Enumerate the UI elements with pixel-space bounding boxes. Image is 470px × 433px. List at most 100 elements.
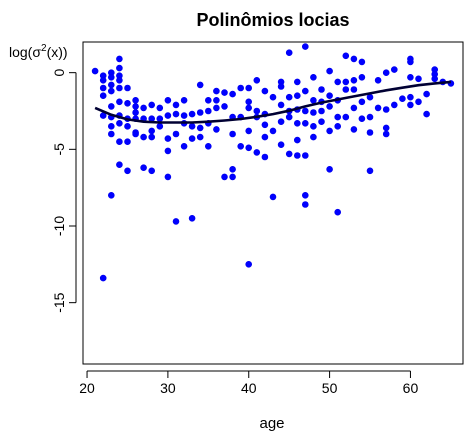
data-point	[108, 123, 115, 130]
data-point	[301, 192, 309, 199]
data-point	[423, 90, 430, 98]
data-point	[390, 66, 398, 73]
data-point	[99, 274, 107, 282]
data-point	[132, 103, 139, 110]
data-point	[318, 86, 325, 93]
data-point	[205, 97, 212, 104]
x-axis-label: age	[259, 415, 284, 432]
data-point	[172, 110, 180, 118]
data-point	[237, 84, 244, 92]
data-point	[116, 120, 123, 127]
data-point	[245, 260, 252, 268]
data-point	[253, 77, 261, 84]
data-point	[237, 143, 244, 150]
local-polynomial-fit-line	[94, 80, 452, 124]
data-point	[277, 83, 285, 90]
data-point	[342, 52, 350, 60]
data-point	[374, 77, 382, 84]
data-point	[148, 101, 155, 109]
data-point	[116, 138, 123, 145]
y-tick-label: -10	[51, 216, 67, 236]
y-label-superscript: 2	[41, 43, 47, 54]
data-point	[285, 93, 293, 101]
data-point	[132, 97, 139, 104]
data-point	[188, 135, 196, 142]
data-point	[350, 77, 358, 84]
data-point	[140, 133, 147, 141]
data-point	[116, 64, 123, 72]
data-point	[148, 127, 155, 135]
chart-title: Polinômios locias	[196, 10, 349, 30]
data-point	[253, 107, 261, 115]
data-point	[164, 147, 172, 155]
data-point	[172, 130, 180, 138]
data-point	[366, 129, 374, 136]
data-point	[277, 141, 285, 148]
data-point	[213, 126, 220, 133]
data-point	[293, 136, 301, 144]
data-point	[164, 135, 172, 142]
data-point	[301, 87, 309, 95]
data-point	[431, 75, 439, 83]
data-point	[213, 97, 220, 104]
data-point	[293, 120, 301, 127]
data-point	[196, 124, 204, 132]
data-point	[116, 98, 123, 106]
data-point	[213, 104, 220, 112]
data-point	[108, 81, 115, 89]
data-point	[156, 104, 164, 112]
data-point	[277, 101, 285, 109]
data-point	[108, 74, 115, 81]
y-tick-label: -15	[51, 292, 67, 312]
data-point	[382, 124, 390, 132]
x-tick-label: 30	[160, 380, 176, 396]
data-point	[164, 97, 172, 104]
data-point	[269, 127, 277, 135]
data-point	[326, 127, 333, 135]
data-point	[91, 67, 99, 75]
smooth-line-layer	[94, 80, 452, 124]
data-point	[188, 215, 196, 222]
data-point	[108, 130, 115, 138]
data-point	[358, 58, 366, 66]
data-point	[334, 123, 342, 130]
data-point	[301, 120, 309, 127]
x-tick-label: 60	[403, 380, 419, 396]
y-label-prefix: log(σ	[9, 44, 41, 60]
data-point	[116, 161, 123, 168]
data-point	[358, 115, 366, 122]
data-point	[415, 75, 422, 83]
data-point	[285, 49, 293, 57]
data-point	[140, 164, 147, 171]
data-point	[99, 92, 107, 99]
data-point	[156, 123, 164, 130]
data-point	[108, 192, 115, 199]
data-point	[221, 173, 228, 181]
data-point	[269, 193, 277, 201]
data-point	[245, 104, 252, 112]
data-point	[334, 208, 342, 216]
data-point	[124, 84, 131, 92]
data-point	[342, 86, 350, 93]
data-point	[407, 74, 414, 81]
data-point	[366, 167, 374, 175]
data-point	[229, 90, 236, 98]
data-point	[132, 130, 139, 138]
data-point	[245, 127, 252, 135]
data-point	[221, 103, 228, 110]
data-point	[132, 109, 139, 116]
data-point	[342, 113, 350, 121]
data-point	[374, 104, 382, 112]
data-point	[407, 58, 414, 66]
x-tick-label: 50	[322, 380, 338, 396]
data-point	[180, 143, 188, 150]
data-point	[310, 109, 317, 116]
data-point	[407, 93, 414, 101]
data-point	[293, 152, 301, 159]
data-point	[390, 101, 398, 109]
data-point	[245, 144, 252, 152]
data-point	[245, 98, 252, 106]
data-point	[342, 78, 350, 86]
data-point	[310, 97, 317, 104]
data-point	[326, 67, 333, 75]
